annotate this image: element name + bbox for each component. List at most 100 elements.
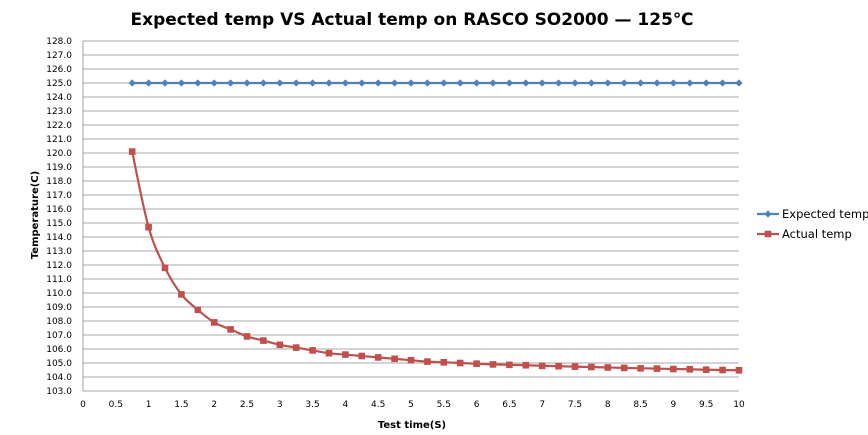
data-point-diamond [309,79,317,87]
legend-item: Actual temp [757,227,852,241]
y-tick-label: 111.0 [46,275,72,285]
data-point-square [391,355,398,363]
x-tick-label: 9.5 [699,400,713,410]
data-point-square [522,361,530,369]
legend-marker-square [764,230,772,238]
data-point-diamond [276,79,284,87]
x-tick-label: 4 [343,400,349,410]
y-tick-label: 125.0 [46,79,72,89]
data-point-square [358,352,366,360]
data-point-square [407,356,415,364]
data-point-diamond [227,79,235,87]
series-layer [128,79,743,374]
y-tick-label: 107.0 [46,331,72,341]
x-tick-label: 9 [671,400,677,410]
x-tick-label: 1 [146,400,152,410]
y-tick-label: 103.0 [46,387,72,397]
data-point-diamond [259,79,267,87]
data-point-square [456,359,464,367]
y-tick-label: 116.0 [46,205,72,215]
data-point-square [719,366,726,374]
legend-marker-diamond [764,210,772,218]
data-point-square [161,264,169,272]
data-point-diamond [719,79,727,87]
legend: Expected temp Actual temp [757,207,868,241]
data-point-diamond [243,79,251,87]
x-tick-label: 0 [80,400,86,410]
y-tick-label: 127.0 [46,51,72,61]
data-point-square [473,360,480,367]
data-point-diamond [128,79,136,87]
data-point-square [210,319,218,326]
data-point-diamond [686,79,694,87]
y-tick-label: 105.0 [46,359,72,369]
data-point-diamond [325,79,333,87]
y-tick-label: 122.0 [46,121,72,131]
data-point-diamond [555,79,563,87]
data-point-square [309,347,316,354]
y-tick-label: 121.0 [46,135,72,145]
data-point-square [588,363,595,371]
x-tick-label: 1.5 [174,400,188,410]
data-point-square [571,363,579,370]
data-point-diamond [489,79,497,87]
data-point-square [374,354,382,361]
data-point-square [604,364,612,371]
legend-label: Expected temp [782,207,868,221]
x-tick-label: 5.5 [437,400,451,410]
data-point-square [489,361,497,368]
data-point-diamond [456,79,464,87]
x-tick-label: 7.5 [568,400,582,410]
data-point-diamond [407,79,415,87]
y-tick-label: 118.0 [46,177,72,187]
data-point-diamond [702,79,710,87]
data-point-diamond [194,79,202,87]
y-tick-label: 128.0 [46,37,72,47]
data-point-diamond [669,79,677,87]
x-tick-label: 2.5 [240,400,254,410]
x-tick-label: 8 [605,400,611,410]
data-point-diamond [653,79,661,87]
data-point-square [440,359,448,366]
data-point-diamond [177,79,185,87]
data-point-square [276,341,284,349]
data-point-diamond [604,79,612,87]
y-tick-label: 115.0 [46,219,72,229]
data-point-diamond [358,79,366,87]
y-tick-label: 123.0 [46,107,72,117]
data-point-square [260,337,267,344]
x-tick-label: 6.5 [502,400,516,410]
x-tick-label: 5 [408,400,414,410]
chart-title: Expected temp VS Actual temp on RASCO SO… [131,10,694,30]
data-point-diamond [423,79,431,87]
y-tick-label: 106.0 [46,345,72,355]
data-point-square [227,326,234,333]
data-point-diamond [522,79,530,87]
data-point-diamond [374,79,382,87]
data-point-diamond [341,79,349,87]
data-point-diamond [505,79,513,87]
series-actual-temp [128,148,743,374]
y-axis-ticks: 103.0 104.0 105.0 106.0 107.0 108.0 109.0 110.0… [46,37,72,397]
data-point-diamond [161,79,169,87]
y-tick-label: 124.0 [46,93,72,103]
data-point-square [538,362,546,370]
data-point-diamond [538,79,546,87]
data-point-diamond [473,79,481,87]
data-point-square [128,148,136,155]
data-point-square [178,291,185,298]
data-point-diamond [735,79,743,87]
y-tick-label: 120.0 [46,149,72,159]
data-point-square [653,365,661,372]
data-point-square [243,333,251,340]
x-tick-label: 2 [211,400,217,410]
series-line [131,151,740,372]
data-point-square [424,358,431,365]
y-tick-label: 110.0 [46,289,72,299]
x-tick-label: 3.5 [305,400,319,410]
x-tick-label: 3 [277,400,283,410]
data-point-square [620,364,628,372]
data-point-square [145,223,152,231]
data-point-diamond [145,79,153,87]
